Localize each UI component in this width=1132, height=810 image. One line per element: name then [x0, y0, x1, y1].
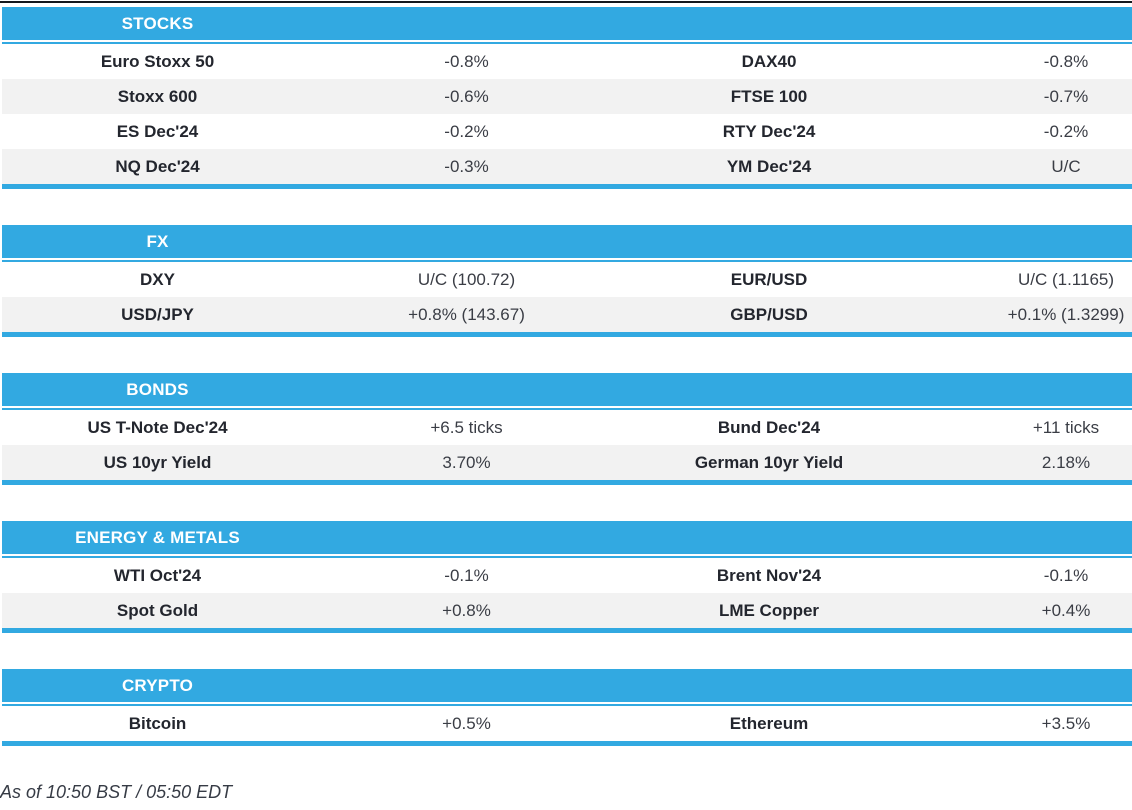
section-title: FX: [146, 231, 169, 251]
section-rows: US T-Note Dec'24 +6.5 ticks Bund Dec'24 …: [2, 410, 1132, 480]
instrument-name-right: RTY Dec'24: [722, 122, 816, 141]
instrument-name-left: ES Dec'24: [116, 122, 199, 141]
section-title: ENERGY & METALS: [75, 527, 240, 547]
instrument-change-left: +0.8%: [442, 601, 491, 620]
instrument-name-right: DAX40: [741, 52, 797, 71]
instrument-name-left: US T-Note Dec'24: [87, 418, 228, 437]
instrument-change-right: -0.7%: [1043, 87, 1089, 106]
instrument-name-right: LME Copper: [718, 601, 820, 620]
section-bottom-border: [2, 184, 1132, 189]
instrument-name-left: USD/JPY: [121, 305, 194, 324]
section-bottom-border: [2, 741, 1132, 746]
instrument-change-left: U/C (100.72): [417, 270, 516, 289]
section-separator-line: [2, 556, 1132, 558]
instrument-name-right: German 10yr Yield: [694, 453, 844, 472]
instrument-name-left: Bitcoin: [128, 714, 187, 733]
instrument-name-right: Bund Dec'24: [717, 418, 821, 437]
section-title: CRYPTO: [121, 675, 194, 695]
table-row: DXY U/C (100.72) EUR/USD U/C (1.1165): [2, 262, 1132, 297]
instrument-name-left: NQ Dec'24: [115, 157, 200, 176]
section-rows: WTI Oct'24 -0.1% Brent Nov'24 -0.1% Spot…: [2, 558, 1132, 628]
table-row: ES Dec'24 -0.2% RTY Dec'24 -0.2%: [2, 114, 1132, 149]
instrument-change-left: -0.1%: [444, 566, 489, 585]
instrument-name-right: FTSE 100: [730, 87, 808, 106]
instrument-change-right: U/C: [1051, 157, 1081, 176]
instrument-change-right: -0.2%: [1043, 122, 1089, 141]
instrument-name-left: WTI Oct'24: [113, 566, 202, 585]
instrument-change-right: +0.4%: [1041, 601, 1091, 620]
instrument-name-left: US 10yr Yield: [103, 453, 212, 472]
instrument-name-right: YM Dec'24: [726, 157, 812, 176]
top-border-line: [0, 1, 1132, 3]
instrument-change-left: -0.2%: [444, 122, 489, 141]
instrument-change-right: +3.5%: [1041, 714, 1091, 733]
instrument-change-right: +11 ticks: [1032, 418, 1100, 437]
instrument-name-right: Brent Nov'24: [716, 566, 822, 585]
table-row: Euro Stoxx 50 -0.8% DAX40 -0.8%: [2, 44, 1132, 79]
market-section: ENERGY & METALS WTI Oct'24 -0.1% Brent N…: [2, 521, 1132, 633]
section-bottom-border: [2, 628, 1132, 633]
table-row: Spot Gold +0.8% LME Copper +0.4%: [2, 593, 1132, 628]
instrument-change-left: +0.8% (143.67): [408, 305, 525, 324]
market-section: STOCKS Euro Stoxx 50 -0.8% DAX40 -0.8% S…: [2, 7, 1132, 189]
instrument-change-left: -0.6%: [444, 87, 489, 106]
section-rows: Euro Stoxx 50 -0.8% DAX40 -0.8% Stoxx 60…: [2, 44, 1132, 184]
market-section: CRYPTO Bitcoin +0.5% Ethereum +3.5%: [2, 669, 1132, 746]
section-header: BONDS: [2, 373, 1132, 406]
instrument-name-right: EUR/USD: [730, 270, 808, 289]
instrument-change-left: -0.3%: [444, 157, 489, 176]
table-row: US T-Note Dec'24 +6.5 ticks Bund Dec'24 …: [2, 410, 1132, 445]
instrument-name-left: DXY: [140, 270, 175, 289]
section-rows: Bitcoin +0.5% Ethereum +3.5%: [2, 706, 1132, 741]
instrument-change-left: +6.5 ticks: [430, 418, 503, 437]
instrument-change-left: -0.8%: [444, 52, 489, 71]
instrument-name-left: Spot Gold: [116, 601, 199, 620]
market-section: BONDS US T-Note Dec'24 +6.5 ticks Bund D…: [2, 373, 1132, 485]
market-section: FX DXY U/C (100.72) EUR/USD U/C (1.1165)…: [2, 225, 1132, 337]
table-row: Stoxx 600 -0.6% FTSE 100 -0.7%: [2, 79, 1132, 114]
section-separator-line: [2, 704, 1132, 706]
section-separator-line: [2, 42, 1132, 44]
section-title: BONDS: [126, 379, 189, 399]
table-row: US 10yr Yield 3.70% German 10yr Yield 2.…: [2, 445, 1132, 480]
instrument-change-right: -0.8%: [1043, 52, 1089, 71]
instrument-name-left: Stoxx 600: [117, 87, 198, 106]
table-row: Bitcoin +0.5% Ethereum +3.5%: [2, 706, 1132, 741]
instrument-change-left: +0.5%: [442, 714, 491, 733]
section-bottom-border: [2, 480, 1132, 485]
section-header: ENERGY & METALS: [2, 521, 1132, 554]
timestamp-note: As of 10:50 BST / 05:50 EDT: [0, 782, 233, 802]
section-header: STOCKS: [2, 7, 1132, 40]
section-title: STOCKS: [121, 13, 194, 33]
instrument-change-right: -0.1%: [1043, 566, 1089, 585]
instrument-name-right: Ethereum: [729, 714, 809, 733]
section-separator-line: [2, 408, 1132, 410]
section-separator-line: [2, 260, 1132, 262]
instrument-change-left: 3.70%: [442, 453, 491, 472]
table-row: WTI Oct'24 -0.1% Brent Nov'24 -0.1%: [2, 558, 1132, 593]
section-header: FX: [2, 225, 1132, 258]
section-rows: DXY U/C (100.72) EUR/USD U/C (1.1165) US…: [2, 262, 1132, 332]
instrument-change-right: +0.1% (1.3299): [1007, 305, 1125, 324]
instrument-name-left: Euro Stoxx 50: [100, 52, 215, 71]
instrument-name-right: GBP/USD: [730, 305, 808, 324]
table-row: NQ Dec'24 -0.3% YM Dec'24 U/C: [2, 149, 1132, 184]
table-row: USD/JPY +0.8% (143.67) GBP/USD +0.1% (1.…: [2, 297, 1132, 332]
market-table: STOCKS Euro Stoxx 50 -0.8% DAX40 -0.8% S…: [0, 7, 1132, 803]
instrument-change-right: 2.18%: [1041, 453, 1091, 472]
section-bottom-border: [2, 332, 1132, 337]
section-header: CRYPTO: [2, 669, 1132, 702]
instrument-change-right: U/C (1.1165): [1017, 270, 1115, 289]
